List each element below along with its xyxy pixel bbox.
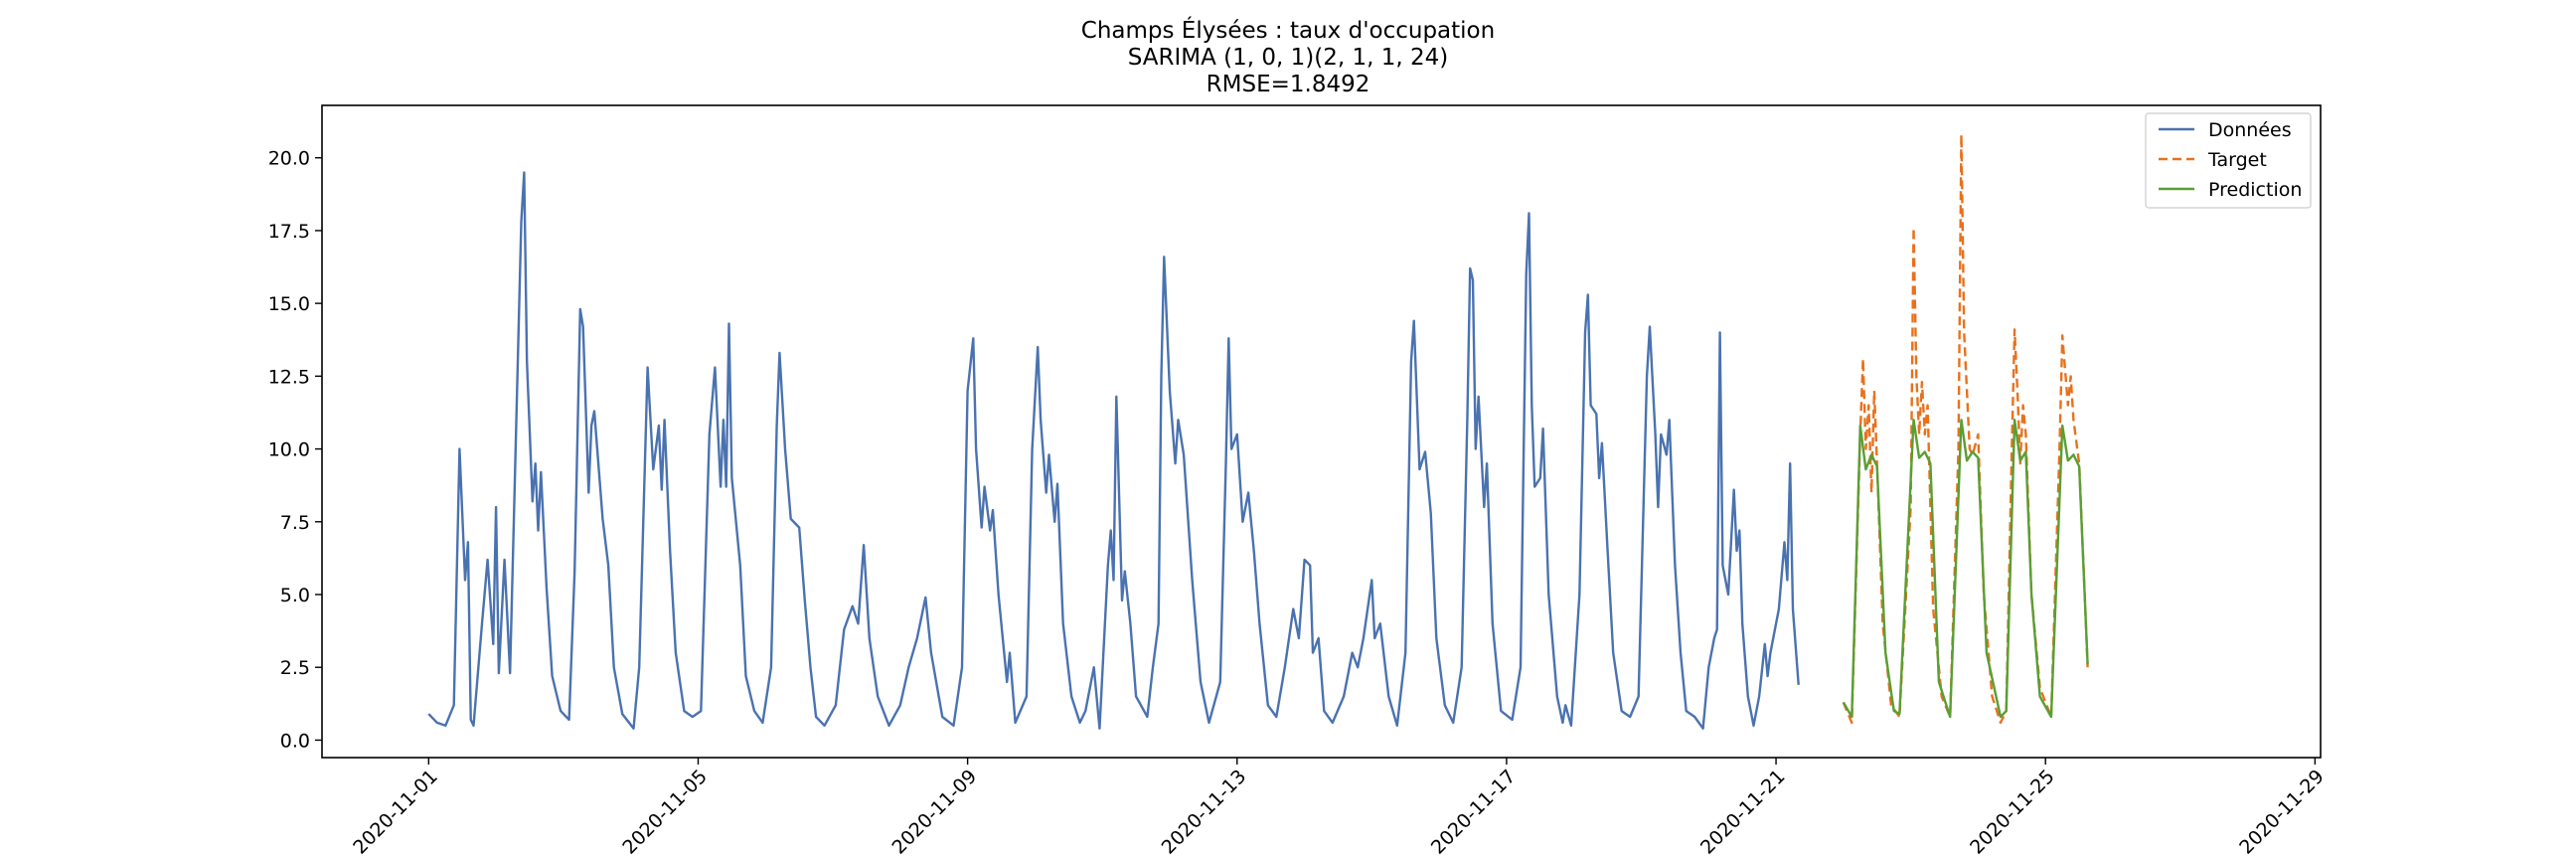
chart-title-line-3: RMSE=1.8492 xyxy=(1207,72,1370,97)
plot-frame xyxy=(321,104,2322,759)
legend-label-donnees: Données xyxy=(2208,119,2292,141)
series-line-prediction xyxy=(1842,419,2089,719)
x-tick-label: 2020-11-29 xyxy=(2235,766,2329,859)
chart-title: Champs Élysées : taux d'occupation SARIM… xyxy=(1081,16,1495,97)
x-tick-label: 2020-11-21 xyxy=(1696,766,1790,859)
y-tick-label: 10.0 xyxy=(268,439,310,461)
series-layer xyxy=(427,133,2089,730)
y-tick-label: 17.5 xyxy=(268,221,310,243)
x-tick-label: 2020-11-05 xyxy=(618,766,712,859)
legend: Données Target Prediction xyxy=(2145,112,2312,209)
series-line-target xyxy=(1842,133,2089,725)
y-tick-label: 2.5 xyxy=(280,657,310,679)
x-tick-label: 2020-11-09 xyxy=(888,766,982,859)
chart-title-line-2: SARIMA (1, 0, 1)(2, 1, 1, 24) xyxy=(1128,45,1448,71)
series-line-donnees xyxy=(427,171,1800,730)
legend-label-prediction: Prediction xyxy=(2208,179,2302,201)
x-tick-label: 2020-11-25 xyxy=(1966,766,2059,859)
x-tick-label: 2020-11-17 xyxy=(1427,766,1521,859)
x-tick-label: 2020-11-01 xyxy=(349,766,442,859)
legend-box xyxy=(2145,112,2312,209)
legend-label-target: Target xyxy=(2207,149,2267,171)
x-tick-label: 2020-11-13 xyxy=(1158,766,1251,859)
chart-title-line-1: Champs Élysées : taux d'occupation xyxy=(1081,16,1495,44)
y-tick-label: 20.0 xyxy=(268,148,310,170)
y-tick-label: 15.0 xyxy=(268,293,310,315)
y-tick-label: 0.0 xyxy=(280,730,310,752)
y-tick-label: 12.5 xyxy=(268,366,310,388)
y-axis: 0.0 2.5 5.0 7.5 10.0 12.5 15.0 17.5 20.0 xyxy=(268,148,322,752)
x-axis: 2020-11-01 2020-11-05 2020-11-09 2020-11-13… xyxy=(349,758,2329,859)
y-tick-label: 5.0 xyxy=(280,585,310,606)
y-tick-label: 7.5 xyxy=(280,512,310,534)
